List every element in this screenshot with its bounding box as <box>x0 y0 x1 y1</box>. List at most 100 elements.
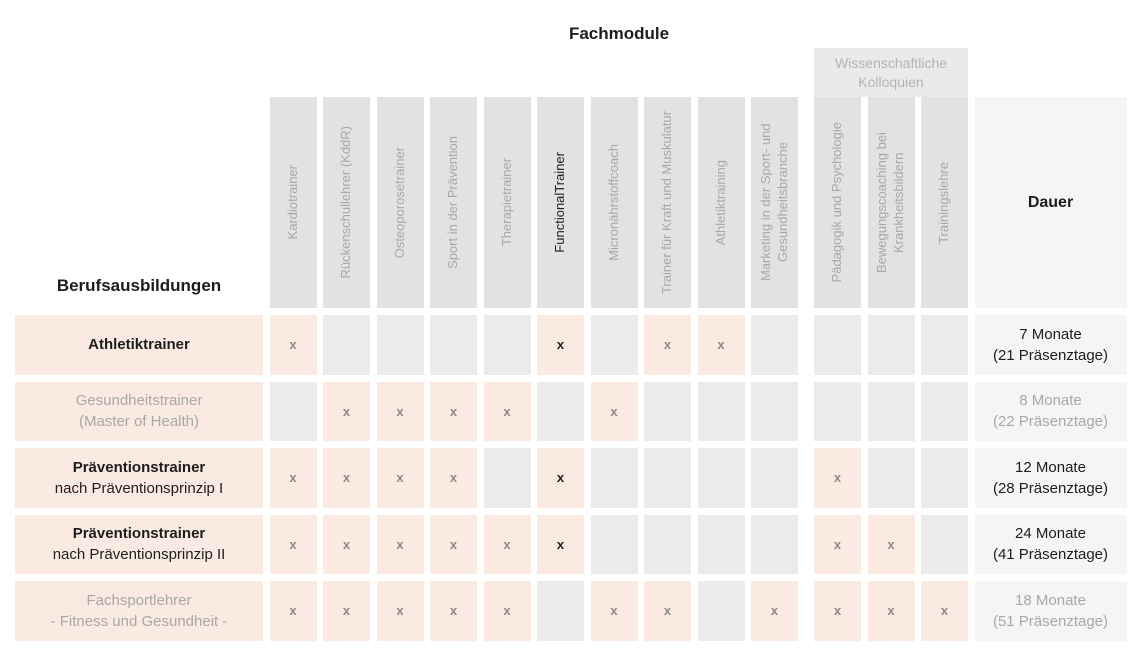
matrix-cell <box>697 581 745 641</box>
matrix-cell: x <box>483 514 531 574</box>
module-column-label: Trainer für Kraft und Muskulatur <box>659 110 675 295</box>
matrix-cell: x <box>483 381 531 441</box>
module-column-label: Athletiktraining <box>712 159 728 246</box>
matrix-cell: x <box>430 514 477 574</box>
matrix-cell: x <box>323 581 370 641</box>
duration-cell-line: (51 Präsenztage) <box>992 612 1109 630</box>
module-column-header-p-dagogik-und-psychologie: Pädagogik und Psychologie <box>814 97 861 308</box>
matrix-cell: x <box>269 581 317 641</box>
training-row-label-line: nach Präventionsprinzip II <box>52 546 226 564</box>
matrix-cell <box>921 448 968 508</box>
duration-cell-line: (21 Präsenztage) <box>992 346 1109 364</box>
matrix-cell <box>814 315 861 375</box>
matrix-cell <box>644 381 691 441</box>
matrix-cell <box>376 315 424 375</box>
matrix-cell: x <box>269 315 317 375</box>
matrix-cell: x <box>537 315 584 375</box>
matrix-cell <box>814 381 861 441</box>
matrix-cell: x <box>644 315 691 375</box>
matrix-cell <box>697 381 745 441</box>
module-column-header-kardiotrainer: Kardiotrainer <box>269 97 317 308</box>
matrix-cell: x <box>323 448 370 508</box>
training-row-label: Gesundheitstrainer (Master of Health) <box>15 381 263 441</box>
training-row-label: Präventionstrainer nach Präventionsprinzi… <box>15 448 263 508</box>
matrix-cell: x <box>323 514 370 574</box>
matrix-cell <box>590 448 638 508</box>
training-row-label-line: nach Präventionsprinzip I <box>54 479 224 497</box>
matrix-cell <box>644 514 691 574</box>
duration-cell-line: 24 Monate <box>1015 525 1086 543</box>
matrix-cell <box>921 514 968 574</box>
matrix-cell <box>921 381 968 441</box>
training-row-label: Präventionstrainer nach Präventionsprinzi… <box>15 514 263 574</box>
duration-cell-line: 18 Monate <box>1015 591 1086 609</box>
module-column-label: Marketing in der Sport- und Gesundheitsb… <box>757 123 790 282</box>
module-column-header-functionaltrainer: FunctionalTrainer <box>537 97 584 308</box>
matrix-cell: x <box>814 514 861 574</box>
matrix-cell: x <box>323 381 370 441</box>
duration-cell: 24 Monate (41 Präsenztage) <box>974 514 1127 574</box>
matrix-cell: x <box>376 448 424 508</box>
duration-cell: 12 Monate (28 Präsenztage) <box>974 448 1127 508</box>
module-column-header-bewegungscoaching-bei-krankheitsbildern: Bewegungscoaching bei Krankheitsbildern <box>867 97 915 308</box>
matrix-cell <box>867 381 915 441</box>
matrix-cell <box>537 581 584 641</box>
module-column-label: Micronährstoffcoach <box>605 144 621 261</box>
duration-cell-line: (22 Präsenztage) <box>992 413 1109 431</box>
matrix-cell <box>430 315 477 375</box>
matrix-cell: x <box>483 581 531 641</box>
module-column-label: Kardiotrainer <box>284 165 300 240</box>
matrix-cell: x <box>867 514 915 574</box>
duration-cell: 7 Monate (21 Präsenztage) <box>974 315 1127 375</box>
matrix-cell <box>483 315 531 375</box>
matrix-cell <box>269 381 317 441</box>
training-row-label-line: - Fitness und Gesundheit - <box>50 612 228 630</box>
matrix-cell: x <box>269 448 317 508</box>
module-column-header-micron-hrstoffcoach: Micronährstoffcoach <box>590 97 638 308</box>
training-row-label: Athletiktrainer <box>15 315 263 375</box>
duration-cell-line: 12 Monate <box>1015 458 1086 476</box>
duration-cell-line: (41 Präsenztage) <box>992 546 1109 564</box>
training-row-label-line: Fachsportlehrer <box>86 591 192 609</box>
module-column-label: Pädagogik und Psychologie <box>829 122 845 283</box>
matrix-cell <box>697 514 745 574</box>
matrix-cell: x <box>430 581 477 641</box>
matrix-grid: Berufsausbildungen Dauer Kardiotrainer Rü… <box>15 97 1127 641</box>
table-title: Fachmodule <box>568 24 670 43</box>
training-row-label-line: Athletiktrainer <box>88 336 190 354</box>
matrix-cell: x <box>376 514 424 574</box>
matrix-cell <box>867 448 915 508</box>
matrix-cell: x <box>644 581 691 641</box>
module-column-header-marketing-in-der-sport-und-gesundheitsbranche: Marketing in der Sport- und Gesundheitsb… <box>751 97 798 308</box>
matrix-cell: x <box>376 381 424 441</box>
matrix-cell <box>590 315 638 375</box>
module-column-header-trainer-f-r-kraft-und-muskulatur: Trainer für Kraft und Muskulatur <box>644 97 691 308</box>
module-column-header-trainingslehre: Trainingslehre <box>921 97 968 308</box>
matrix-cell <box>697 448 745 508</box>
training-row-label: Fachsportlehrer - Fitness und Gesundheit … <box>15 581 263 641</box>
module-column-label: FunctionalTrainer <box>552 152 568 253</box>
training-row-label-line: (Master of Health) <box>78 413 200 431</box>
module-column-label: Osteoporosetrainer <box>391 146 407 259</box>
matrix-cell <box>483 448 531 508</box>
matrix-cell: x <box>537 514 584 574</box>
duration-cell-line: 7 Monate <box>1019 325 1082 343</box>
matrix-cell: x <box>590 581 638 641</box>
matrix-cell: x <box>814 448 861 508</box>
matrix-cell <box>751 315 798 375</box>
module-column-header-osteoporosetrainer: Osteoporosetrainer <box>376 97 424 308</box>
matrix-cell: x <box>590 381 638 441</box>
matrix-cell <box>751 514 798 574</box>
matrix-cell <box>751 448 798 508</box>
matrix-cell: x <box>430 448 477 508</box>
duration-cell: 18 Monate (51 Präsenztage) <box>974 581 1127 641</box>
matrix-cell: x <box>867 581 915 641</box>
matrix-cell: x <box>921 581 968 641</box>
training-row-label-line: Präventionstrainer <box>72 458 206 476</box>
training-row-label-line: Präventionstrainer <box>72 525 206 543</box>
matrix-cell: x <box>751 581 798 641</box>
matrix-cell <box>323 315 370 375</box>
duration-cell-line: 8 Monate <box>1019 392 1082 410</box>
duration-cell-line: (28 Präsenztage) <box>992 479 1109 497</box>
